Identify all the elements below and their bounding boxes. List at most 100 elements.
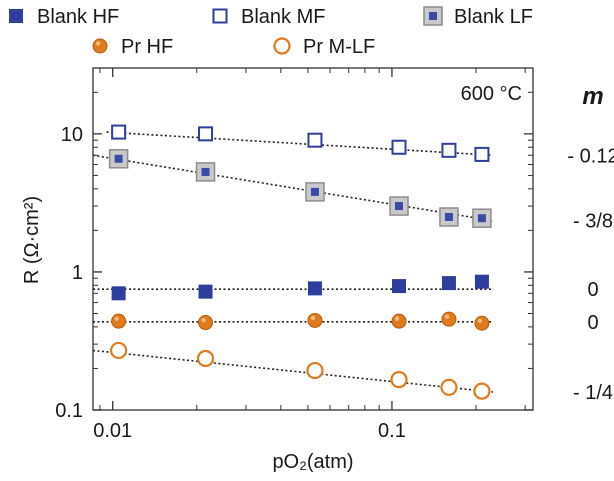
legend-marker-blank-mf xyxy=(212,8,228,24)
point-blank-hf-5 xyxy=(474,274,489,289)
legend-marker-blank-lf xyxy=(423,6,443,26)
plot-frame xyxy=(92,67,534,411)
legend-marker-pr-hf xyxy=(92,38,108,54)
temperature-annotation: 600 °C xyxy=(461,83,522,105)
point-pr-m-lf-1 xyxy=(196,349,215,368)
legend-marker-blank-lf-center xyxy=(429,12,437,20)
y-tick-label-0: 0.1 xyxy=(55,400,83,422)
legend-item-pr-hf: Pr HF xyxy=(92,36,173,58)
point-blank-lf-3-center xyxy=(395,202,404,211)
series-blank-lf xyxy=(108,149,492,228)
fit-line-pr-m-lf xyxy=(92,349,494,393)
point-pr-hf-1-highlight xyxy=(201,317,206,323)
point-pr-hf-2-shape xyxy=(307,312,323,328)
series-pr-m-lf xyxy=(110,341,491,400)
x-tick-label-0: 0.01 xyxy=(93,420,132,442)
point-pr-hf-4-highlight xyxy=(444,314,450,319)
point-blank-mf-0-shape xyxy=(111,124,127,140)
axis-ticks: 0.01 0.1 0.1 1 10 xyxy=(55,67,533,442)
point-blank-lf-2-center xyxy=(310,187,319,196)
point-blank-hf-2 xyxy=(307,281,322,296)
legend-item-pr-m-lf: Pr M-LF xyxy=(273,36,375,58)
y-tick-label-1: 1 xyxy=(72,262,83,284)
point-blank-mf-4-shape xyxy=(441,142,457,158)
point-pr-hf-5-shape xyxy=(474,315,490,331)
series-blank-hf xyxy=(111,274,489,301)
slope-label-blank-mf: - 0.12 xyxy=(567,145,614,167)
slope-label-pr-m-lf: - 1/4 xyxy=(573,382,613,404)
point-pr-m-lf-2 xyxy=(306,361,324,380)
legend-marker-pr-m-lf-shape xyxy=(273,37,291,55)
point-pr-m-lf-0 xyxy=(110,341,128,360)
point-pr-hf-4 xyxy=(441,311,457,327)
slope-label-blank-hf: 0 xyxy=(587,279,598,301)
point-pr-hf-3 xyxy=(391,313,407,329)
series-blank-mf xyxy=(111,124,490,162)
point-pr-hf-0-shape xyxy=(111,313,127,329)
point-blank-hf-0 xyxy=(111,286,126,301)
legend-label-blank-lf: Blank LF xyxy=(454,6,533,28)
point-pr-m-lf-4-shape xyxy=(440,378,458,396)
point-blank-hf-2-shape xyxy=(307,281,322,296)
legend-marker-pr-hf-shape xyxy=(92,38,108,54)
legend-item-blank-hf: Blank HF xyxy=(9,6,119,28)
point-blank-mf-3-shape xyxy=(391,139,407,155)
point-pr-m-lf-3 xyxy=(390,371,408,389)
point-blank-mf-1 xyxy=(198,126,214,142)
point-pr-m-lf-4 xyxy=(440,378,458,396)
point-blank-hf-1-shape xyxy=(198,284,213,299)
point-pr-hf-5 xyxy=(474,315,490,331)
point-blank-lf-2 xyxy=(305,182,325,202)
point-blank-lf-5 xyxy=(472,208,492,228)
point-pr-hf-2-highlight xyxy=(310,315,316,321)
point-blank-lf-5-center xyxy=(477,214,486,223)
point-blank-mf-2-shape xyxy=(307,132,323,148)
slope-label-blank-lf: - 3/8 xyxy=(573,211,613,233)
point-pr-m-lf-5 xyxy=(473,382,491,400)
point-blank-hf-3-shape xyxy=(392,279,407,294)
x-tick-label-1: 0.1 xyxy=(378,420,406,442)
point-blank-mf-2 xyxy=(307,132,323,148)
legend-item-blank-mf: Blank MF xyxy=(212,6,325,28)
point-pr-m-lf-2-shape xyxy=(306,361,324,380)
point-blank-mf-1-shape xyxy=(198,126,214,142)
point-pr-hf-2 xyxy=(307,312,323,328)
point-blank-mf-0 xyxy=(111,124,127,140)
point-blank-hf-0-shape xyxy=(111,286,126,301)
legend-label-blank-hf: Blank HF xyxy=(37,6,119,28)
slope-header: m xyxy=(582,83,603,110)
point-blank-hf-4 xyxy=(441,276,456,291)
point-blank-lf-1-center xyxy=(201,167,210,176)
point-pr-m-lf-5-shape xyxy=(473,382,491,400)
point-blank-lf-1 xyxy=(195,162,216,182)
point-blank-mf-5-shape xyxy=(474,146,490,162)
point-blank-lf-0 xyxy=(108,149,129,169)
point-pr-m-lf-3-shape xyxy=(390,371,408,389)
point-pr-hf-3-shape xyxy=(391,313,407,329)
legend: Blank HF Blank MF Blank LF Pr HF Pr M-LF xyxy=(9,6,533,58)
slope-labels: - 0.12 - 3/8 0 0 - 1/4 xyxy=(567,145,614,404)
slope-label-pr-hf: 0 xyxy=(587,312,598,334)
point-pr-m-lf-1-shape xyxy=(196,349,215,368)
legend-label-pr-hf: Pr HF xyxy=(121,36,173,58)
legend-label-pr-m-lf: Pr M-LF xyxy=(303,36,375,58)
series-pr-hf xyxy=(111,311,490,331)
fit-lines xyxy=(92,131,494,393)
point-pr-hf-5-highlight xyxy=(477,318,483,323)
x-axis-label: pO₂(atm) xyxy=(272,451,353,473)
fit-line-blank-mf xyxy=(106,131,493,157)
y-axis-label: R (Ω·cm²) xyxy=(21,196,43,284)
point-blank-lf-4 xyxy=(439,207,459,227)
point-pr-hf-3-highlight xyxy=(394,316,400,321)
point-blank-mf-4 xyxy=(441,142,457,158)
fit-line-blank-lf xyxy=(92,154,494,222)
point-pr-hf-4-shape xyxy=(441,311,457,327)
point-pr-hf-0-highlight xyxy=(114,316,119,321)
legend-marker-pr-m-lf xyxy=(273,37,291,55)
point-blank-hf-1 xyxy=(198,284,213,299)
legend-marker-blank-hf-shape xyxy=(9,9,23,23)
point-pr-hf-0 xyxy=(111,313,127,329)
data-points xyxy=(108,124,492,400)
point-blank-hf-4-shape xyxy=(441,276,456,291)
